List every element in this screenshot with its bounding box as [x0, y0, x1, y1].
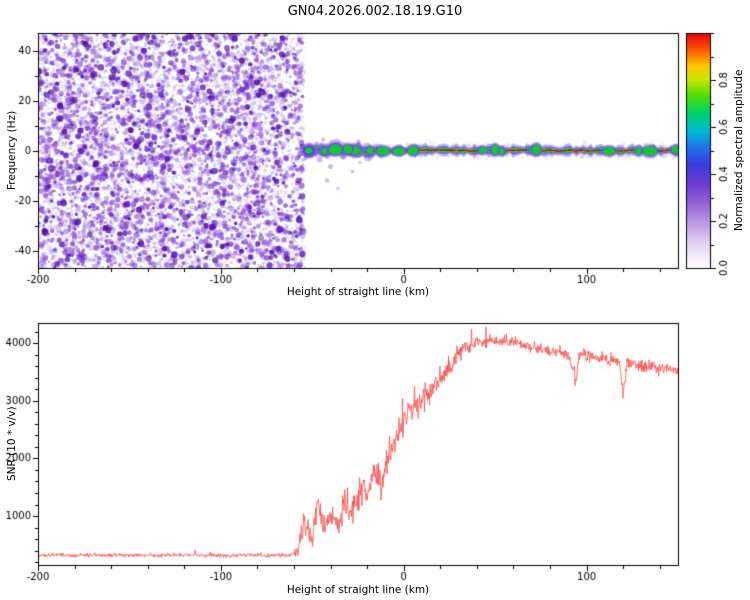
spectrogram-y-axis-label: Frequency (Hz) [6, 110, 18, 191]
figure-title: GN04.2026.002.18.19.G10 [287, 4, 463, 19]
snr-x-axis-label: Height of straight line (km) [286, 584, 430, 596]
colorbar-label: Normalized spectral amplitude [733, 69, 745, 232]
snr-y-axis-label: SNR (10 * v/v) [6, 406, 18, 482]
spectrogram-x-axis-label: Height of straight line (km) [286, 286, 430, 298]
